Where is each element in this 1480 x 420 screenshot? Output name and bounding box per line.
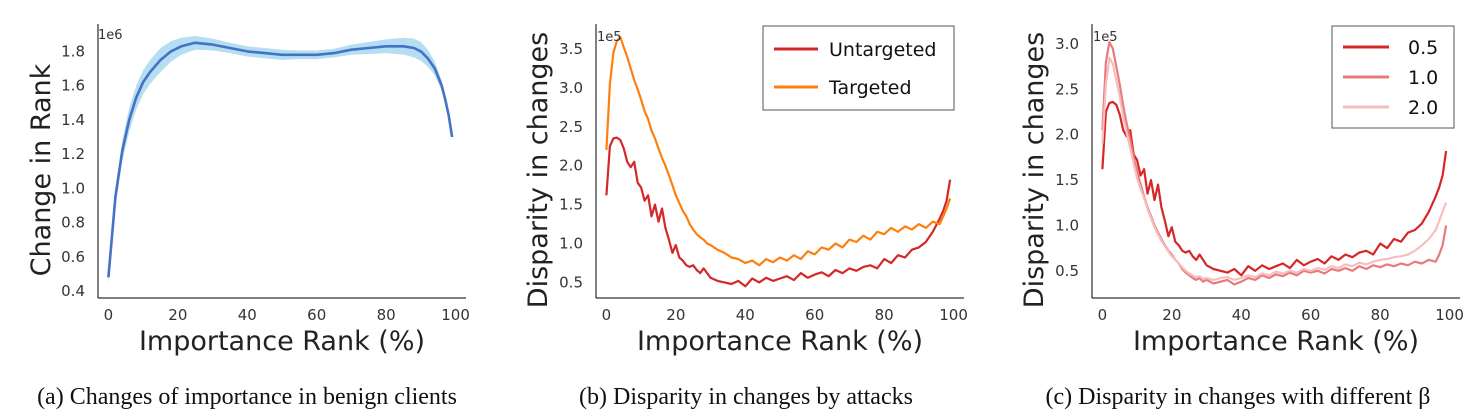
y-tick-label-a-1-2: 1.2: [61, 145, 85, 163]
panel-b: 0 20 40 60 80 100 0.5 1.0 1.5 2.0 2.5 3.0 3.5 Dispar…: [523, 24, 968, 410]
legend-c-label-1-0: 1.0: [1408, 67, 1438, 89]
y-tick-label-b-2-5: 2.5: [559, 118, 583, 136]
y-tick-label-a-0-6: 0.6: [61, 248, 85, 266]
panel-c: 0 20 40 60 80 100 0.5 1.0 1.5 2.0 2.5 3.0 Disparity…: [1019, 24, 1464, 410]
x-tick-label-b-60: 60: [805, 306, 824, 324]
panel-a: 0 20 40 60 80 100 0.4 0.6 0.8 1.0 1.2 1.4 1.6 1.8 Cha…: [26, 24, 470, 410]
y-tick-label-a-1-6: 1.6: [61, 77, 85, 95]
legend-c: 0.5 1.0 2.0: [1331, 25, 1455, 129]
y-tick-label-a-1-0: 1.0: [61, 179, 85, 197]
y-tick-label-c-1-5: 1.5: [1055, 171, 1079, 189]
y-axis-label-a: Change in Rank: [26, 63, 57, 276]
legend-b-frame: [762, 25, 955, 111]
y-axis-label-c: Disparity in changes: [1019, 32, 1050, 308]
scale-label-b: 1e5: [597, 30, 622, 45]
x-tick-label-c-0: 0: [1098, 306, 1108, 324]
caption-b: (b) Disparity in changes by attacks: [579, 384, 913, 410]
x-tick-label-a-20: 20: [168, 306, 187, 324]
plot-area-a: 0 20 40 60 80 100 0.4 0.6 0.8 1.0 1.2 1.4 1.6 1.8: [61, 24, 470, 324]
x-axis-label-c: Importance Rank (%): [1133, 326, 1419, 357]
y-tick-label-b-1-5: 1.5: [559, 196, 583, 214]
x-axis-label-a: Importance Rank (%): [139, 326, 425, 357]
series-line-c-2-0: [1101, 56, 1448, 281]
x-tick-label-c-20: 20: [1162, 306, 1181, 324]
y-tick-label-a-0-8: 0.8: [61, 214, 85, 232]
x-tick-label-a-80: 80: [377, 306, 396, 324]
x-tick-label-a-60: 60: [307, 306, 326, 324]
y-tick-label-a-0-4: 0.4: [61, 282, 85, 300]
x-tick-label-c-100: 100: [1435, 306, 1464, 324]
caption-c: (c) Disparity in changes with different …: [1046, 384, 1431, 410]
legend-b-label-untargeted: Untargeted: [829, 39, 936, 61]
x-tick-label-a-100: 100: [441, 306, 470, 324]
x-tick-label-c-80: 80: [1371, 306, 1390, 324]
legend-b: Untargeted Targeted: [762, 25, 955, 111]
y-tick-label-b-0-5: 0.5: [559, 273, 583, 291]
legend-c-label-2-0: 2.0: [1408, 97, 1438, 119]
scale-label-c: 1e5: [1093, 30, 1118, 45]
y-tick-label-b-3-0: 3.0: [559, 79, 583, 97]
y-tick-label-c-0-5: 0.5: [1055, 262, 1079, 280]
y-tick-label-b-2-0: 2.0: [559, 157, 583, 175]
x-tick-label-c-40: 40: [1232, 306, 1251, 324]
x-tick-label-b-80: 80: [875, 306, 894, 324]
legend-b-label-targeted: Targeted: [828, 77, 912, 99]
x-tick-label-b-0: 0: [602, 306, 612, 324]
series-band-a-mean: [108, 36, 453, 285]
series-line-b-targeted: [605, 36, 952, 267]
caption-a: (a) Changes of importance in benign clie…: [37, 384, 457, 410]
y-tick-label-c-2-0: 2.0: [1055, 126, 1079, 144]
x-tick-label-c-60: 60: [1301, 306, 1320, 324]
x-tick-label-a-40: 40: [238, 306, 257, 324]
y-tick-label-c-3-0: 3.0: [1055, 35, 1079, 53]
y-tick-label-a-1-4: 1.4: [61, 111, 85, 129]
x-tick-label-a-0: 0: [104, 306, 114, 324]
plot-area-c: 0 20 40 60 80 100 0.5 1.0 1.5 2.0 2.5 3.0: [1055, 24, 1464, 324]
y-tick-label-c-1-0: 1.0: [1055, 216, 1079, 234]
y-tick-label-a-1-8: 1.8: [61, 42, 85, 60]
series-line-a-mean: [107, 41, 454, 278]
y-axis-label-b: Disparity in changes: [523, 32, 554, 308]
y-tick-label-b-3-5: 3.5: [559, 40, 583, 58]
series-line-c-1-0: [1101, 40, 1448, 286]
x-tick-label-b-40: 40: [736, 306, 755, 324]
y-tick-label-c-2-5: 2.5: [1055, 80, 1079, 98]
legend-c-label-0-5: 0.5: [1408, 37, 1438, 59]
plot-area-b: 0 20 40 60 80 100 0.5 1.0 1.5 2.0 2.5 3.0 3.5: [559, 24, 968, 324]
scale-label-a: 1e6: [98, 28, 123, 43]
y-tick-label-b-1-0: 1.0: [559, 235, 583, 253]
series-line-c-0-5: [1101, 100, 1448, 277]
x-axis-label-b: Importance Rank (%): [637, 326, 923, 357]
series-line-b-untargeted: [605, 136, 952, 288]
x-tick-label-b-20: 20: [666, 306, 685, 324]
x-tick-label-b-100: 100: [939, 306, 968, 324]
